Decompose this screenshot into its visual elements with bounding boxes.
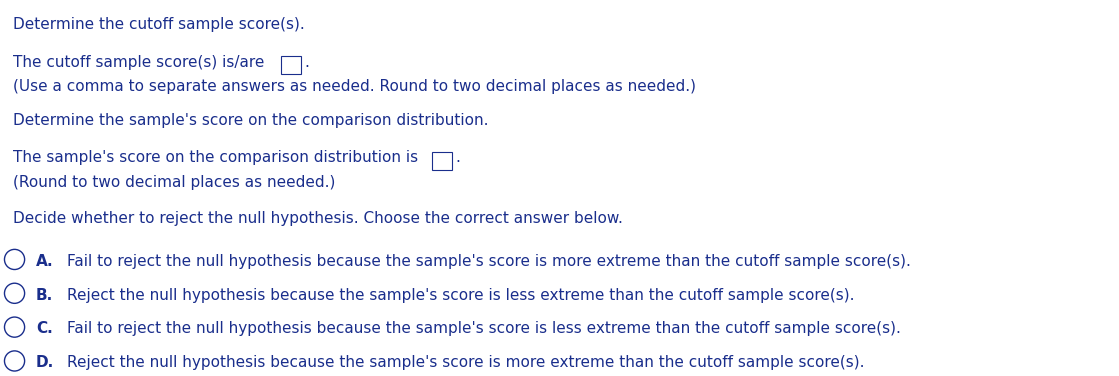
Text: Determine the sample's score on the comparison distribution.: Determine the sample's score on the comp… <box>13 113 489 128</box>
FancyBboxPatch shape <box>281 56 301 74</box>
Text: Determine the cutoff sample score(s).: Determine the cutoff sample score(s). <box>13 17 305 32</box>
Text: A.: A. <box>36 254 54 269</box>
Text: The sample's score on the comparison distribution is: The sample's score on the comparison dis… <box>13 150 419 165</box>
Text: (Use a comma to separate answers as needed. Round to two decimal places as neede: (Use a comma to separate answers as need… <box>13 79 696 94</box>
Text: Decide whether to reject the null hypothesis. Choose the correct answer below.: Decide whether to reject the null hypoth… <box>13 211 623 226</box>
FancyBboxPatch shape <box>432 152 452 170</box>
Text: Reject the null hypothesis because the sample's score is more extreme than the c: Reject the null hypothesis because the s… <box>67 355 865 370</box>
Text: The cutoff sample score(s) is/are: The cutoff sample score(s) is/are <box>13 55 265 70</box>
Text: (Round to two decimal places as needed.): (Round to two decimal places as needed.) <box>13 175 336 190</box>
Text: D.: D. <box>36 355 54 370</box>
Text: .: . <box>455 150 460 165</box>
Text: B.: B. <box>36 288 53 303</box>
Text: Fail to reject the null hypothesis because the sample's score is more extreme th: Fail to reject the null hypothesis becau… <box>67 254 911 269</box>
Text: Reject the null hypothesis because the sample's score is less extreme than the c: Reject the null hypothesis because the s… <box>67 288 855 303</box>
Text: .: . <box>304 55 309 70</box>
Text: Fail to reject the null hypothesis because the sample's score is less extreme th: Fail to reject the null hypothesis becau… <box>67 321 901 337</box>
Text: C.: C. <box>36 321 53 337</box>
